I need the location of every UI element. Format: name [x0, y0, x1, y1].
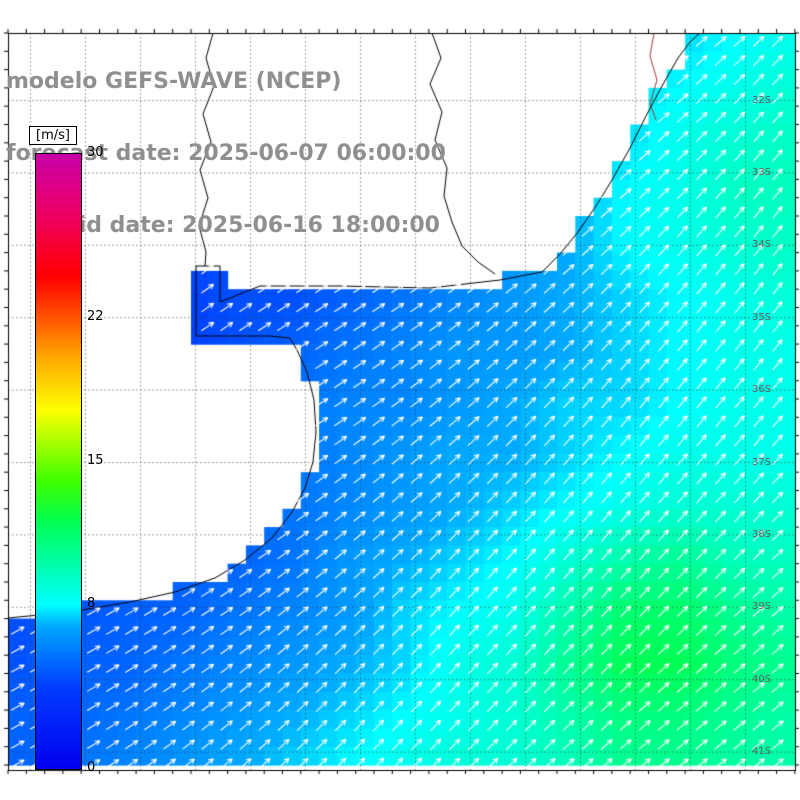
lat-label: 40S [752, 673, 772, 685]
lat-label: 35S [752, 311, 772, 323]
colorbar-tick: 0 [87, 760, 96, 775]
lat-label: 34S [752, 239, 772, 251]
colorbar-unit-label: [m/s] [29, 126, 77, 145]
colorbar-tick: 8 [87, 596, 96, 611]
lat-label: 33S [752, 166, 772, 178]
lat-label: 41S [752, 746, 772, 758]
colorbar-tick: 22 [87, 309, 104, 324]
colorbar-tick: 30 [87, 145, 104, 160]
lat-label: 39S [752, 601, 772, 613]
lat-label: 37S [752, 456, 772, 468]
colorbar-tick: 15 [87, 452, 104, 468]
lat-label: 38S [752, 528, 772, 540]
lat-label: 32S [752, 94, 772, 106]
colorbar-gradient [35, 153, 82, 770]
model-title: modelo GEFS-WAVE (NCEP) [6, 69, 342, 94]
lat-label: 36S [752, 384, 772, 396]
